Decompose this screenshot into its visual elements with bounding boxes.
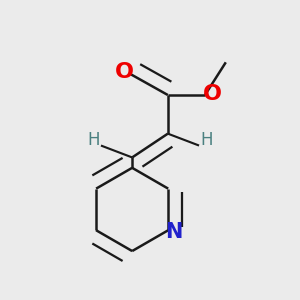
Text: H: H [200,130,213,148]
Text: H: H [87,130,100,148]
Text: N: N [165,222,182,242]
Text: O: O [115,62,134,82]
Text: O: O [202,83,222,103]
